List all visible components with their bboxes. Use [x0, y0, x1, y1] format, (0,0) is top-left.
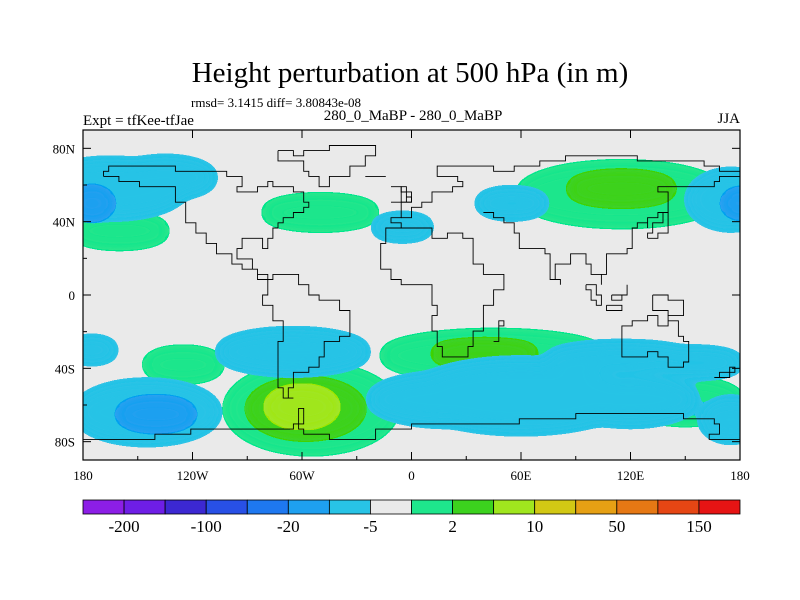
- anomaly-blob: [411, 362, 631, 429]
- anomaly-blob: [703, 401, 740, 438]
- colorbar-label: 10: [526, 517, 543, 536]
- anomaly-blob: [117, 161, 213, 195]
- x-tick-label: 120E: [617, 468, 645, 483]
- coastline-path: [652, 294, 684, 317]
- chart-title: Height perturbation at 500 hPa (in m): [192, 57, 629, 89]
- x-tick-label: 60W: [289, 468, 315, 483]
- colorbar-box: [452, 499, 495, 515]
- anomaly-blob: [570, 175, 673, 202]
- x-tick-label: 120W: [177, 468, 210, 483]
- coastline-path: [483, 175, 740, 285]
- colorbar-box: [698, 499, 741, 515]
- coastline-path: [401, 155, 740, 219]
- anomaly-blob: [83, 190, 111, 217]
- colorbar-box: [82, 499, 125, 515]
- anomaly-blob: [119, 401, 193, 427]
- coastlines: [83, 145, 740, 440]
- colorbar-label: -200: [108, 517, 139, 536]
- coastline-path: [714, 366, 736, 378]
- x-tick-label: 60E: [511, 468, 532, 483]
- colorbar-box: [575, 499, 618, 515]
- coastline-path: [493, 320, 505, 342]
- coastline-path: [277, 145, 377, 188]
- anomaly-blob: [566, 377, 695, 422]
- anomaly-blob: [648, 351, 740, 374]
- colorbar-box: [370, 499, 412, 515]
- contour-level--10: [83, 190, 740, 427]
- coastline-path: [621, 315, 690, 368]
- anomaly-blob: [269, 390, 335, 424]
- y-tick-label: 40S: [55, 361, 75, 376]
- y-tick-label: 0: [69, 288, 76, 303]
- contour-level--5: [83, 161, 740, 440]
- x-tick-label: 180: [73, 468, 93, 483]
- colorbar-label: 2: [448, 517, 457, 536]
- coastline-path: [391, 191, 402, 203]
- colorbar-box: [616, 499, 659, 515]
- center-string: 280_0_MaBP - 280_0_MaBP: [324, 108, 503, 124]
- colorbar: -200 -100 -20 -5 2 10 50 150: [82, 499, 741, 536]
- anomaly-blob: [725, 192, 740, 215]
- y-tick-label: 80S: [55, 435, 75, 450]
- colorbar-box: [411, 499, 453, 515]
- right-string: JJA: [717, 111, 740, 127]
- colorbar-box: [205, 499, 248, 515]
- anomaly-blob: [219, 333, 366, 371]
- coastline-path: [606, 304, 623, 311]
- anomaly-blob: [375, 218, 430, 237]
- x-tick-label: 0: [408, 468, 415, 483]
- left-string: Expt = tfKee-tfJae: [83, 113, 194, 129]
- colorbar-box: [493, 499, 536, 515]
- coastline-path: [380, 186, 505, 358]
- y-tick-label: 40N: [53, 215, 76, 230]
- coastline-path: [647, 212, 669, 239]
- anomaly-blob: [433, 344, 536, 363]
- map-panel: 180 120W 60W 0 60E 120E 180 80N 40N 0 40S 80S: [53, 129, 750, 483]
- colorbar-box: [123, 499, 166, 515]
- coastline-path: [400, 186, 412, 203]
- coastline-path: [103, 165, 351, 399]
- coastline-path: [585, 284, 602, 306]
- colorbar-box: [328, 499, 371, 515]
- coastline-path: [83, 407, 740, 440]
- colorbar-label: -100: [191, 517, 222, 536]
- colorbar-label: 150: [686, 517, 712, 536]
- coastline-path: [611, 284, 628, 301]
- stats-text: rmsd= 3.1415 diff= 3.80843e-08: [191, 95, 361, 110]
- anomaly-blob: [146, 351, 220, 378]
- axis-ticks: 180 120W 60W 0 60E 120E 180 80N 40N 0 40S 80S: [53, 130, 750, 483]
- colorbar-box: [164, 499, 207, 515]
- anomaly-blob: [83, 218, 166, 244]
- colorbar-box: [287, 499, 330, 515]
- anomaly-blob: [83, 340, 115, 360]
- x-tick-label: 180: [730, 468, 750, 483]
- contour-level-10: [269, 390, 335, 424]
- anomaly-blob: [265, 199, 375, 226]
- coastline-path: [555, 279, 561, 285]
- colorbar-label: -20: [277, 517, 300, 536]
- y-tick-label: 80N: [53, 141, 76, 156]
- colorbar-box: [657, 499, 700, 515]
- anomaly-blob: [479, 192, 545, 215]
- colorbar-label: -5: [363, 517, 377, 536]
- colorbar-box: [534, 499, 577, 515]
- colorbar-label: 50: [608, 517, 625, 536]
- colorbar-box: [246, 499, 289, 515]
